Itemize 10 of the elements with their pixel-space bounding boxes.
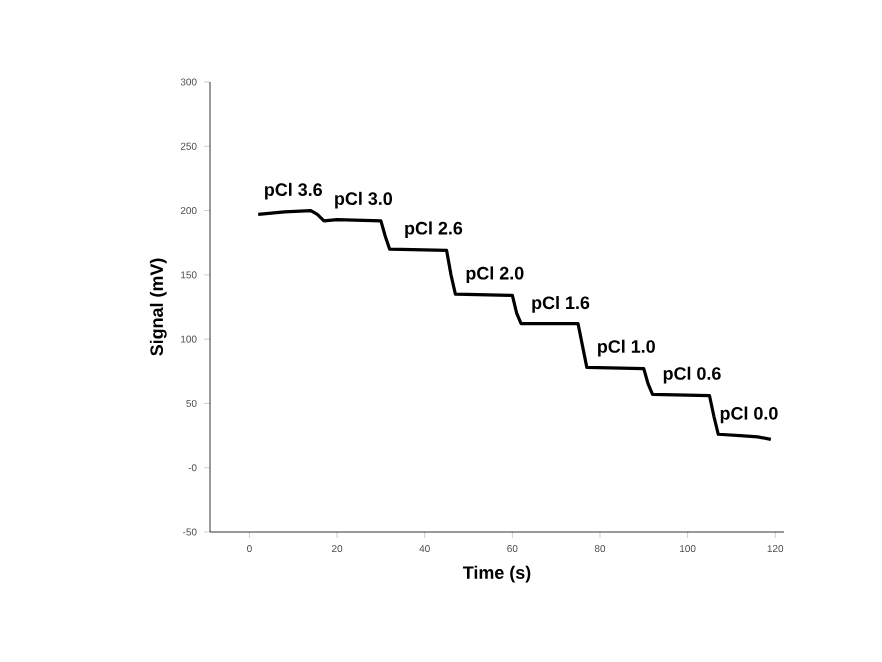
annotation: pCl 0.0 [720,406,778,424]
x-axis-title: Time (s) [462,565,531,583]
annotation: pCl 1.6 [532,295,590,313]
annotation: pCl 3.6 [265,182,322,200]
annotation: pCl 2.0 [466,266,524,284]
annotation: pCl 2.6 [405,221,463,239]
annotation: pCl 3.0 [335,191,393,209]
annotation: pCl 1.0 [598,339,655,357]
annotation: pCl 0.6 [663,366,721,384]
y-axis-title: Signal (mV) [149,258,167,356]
